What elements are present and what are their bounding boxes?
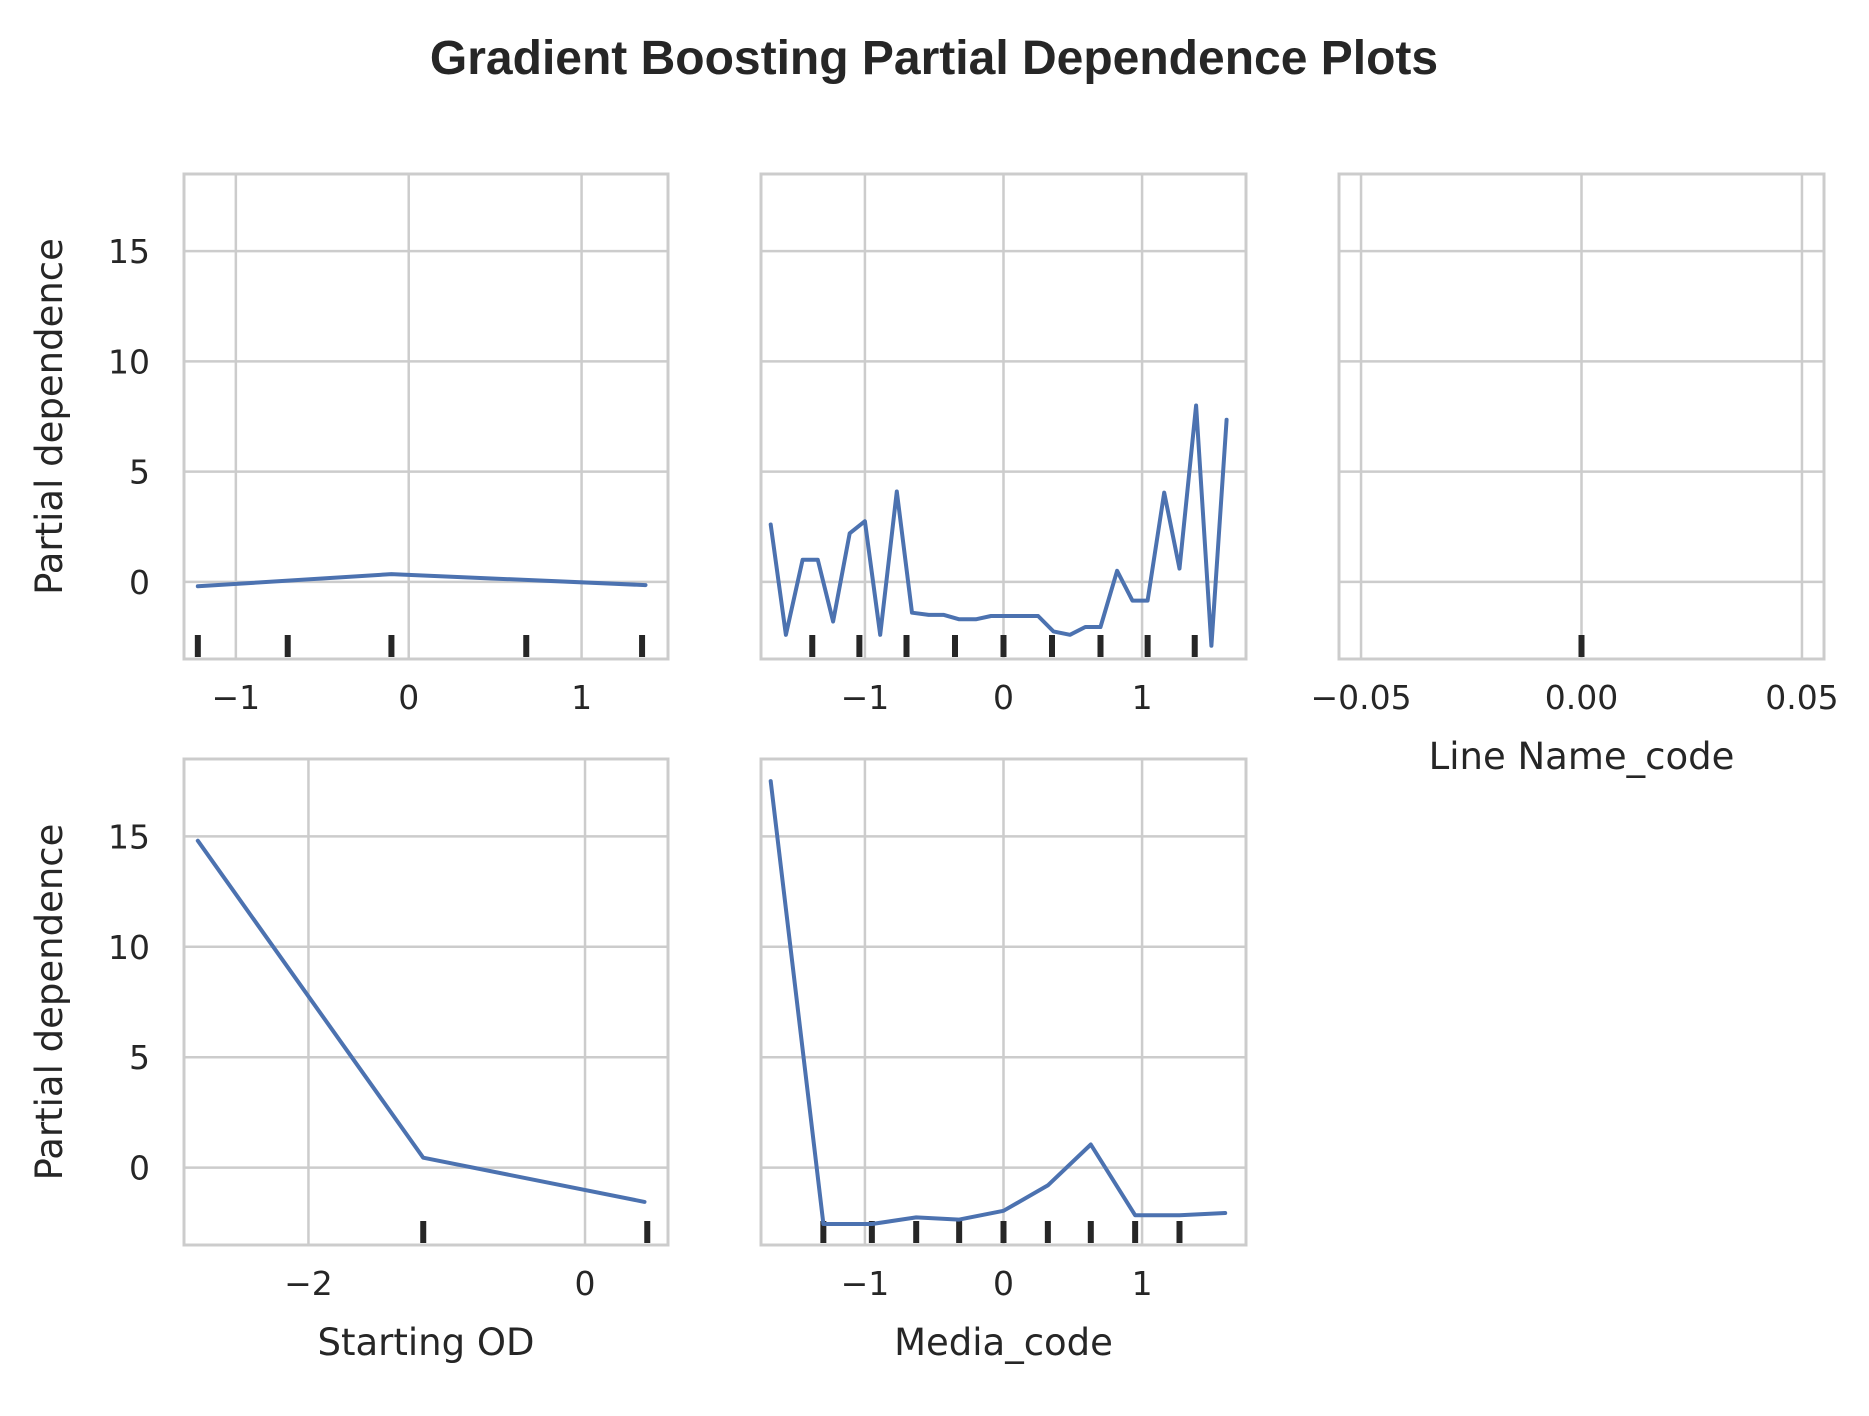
partial-dependence-line [195, 572, 648, 589]
x-tick-label: −1 [841, 678, 890, 717]
y-tick-label: 15 [108, 232, 150, 271]
axes-frame [182, 172, 670, 661]
y-tick-label: 10 [108, 928, 150, 967]
x-tick-label: 0 [993, 1264, 1014, 1303]
y-tick-label: 0 [129, 563, 150, 602]
x-tick-label: 0.00 [1545, 678, 1618, 717]
axes-frame [1337, 172, 1826, 661]
axes-frame [759, 172, 1248, 661]
x-tick-label: −2 [284, 1264, 333, 1303]
x-tick-label: −1 [841, 1264, 890, 1303]
x-tick-label: 0 [398, 678, 419, 717]
x-tick-label: 0.05 [1765, 678, 1838, 717]
partial-dependence-line [195, 838, 647, 1204]
partial-dependence-line [768, 779, 1228, 1226]
x-tick-label: 1 [1132, 678, 1153, 717]
y-tick-label: 5 [129, 1038, 150, 1077]
x-tick-label: 1 [571, 678, 592, 717]
partial-dependence-line [768, 403, 1229, 648]
y-axis-label: Partial dependence [28, 824, 71, 1181]
subplot-row1-col3: −0.05 0.00 0.05 Line Name_code [1310, 172, 1839, 778]
x-tick-label: 0 [993, 678, 1014, 717]
y-tick-label: 15 [108, 817, 150, 856]
subplot-row2-col1: −2 0 0 5 10 15 Starting OD Partial dependence [28, 757, 670, 1364]
x-tick-label: −0.05 [1310, 678, 1411, 717]
y-tick-label: 0 [129, 1149, 150, 1188]
x-tick-label: 0 [575, 1264, 596, 1303]
x-axis-label: Starting OD [318, 1321, 535, 1364]
axes-frame [759, 757, 1248, 1247]
axes-frame [182, 757, 670, 1247]
y-axis-label: Partial dependence [28, 238, 71, 595]
y-tick-label: 5 [129, 453, 150, 492]
y-tick-label: 10 [108, 342, 150, 381]
x-tick-label: −1 [212, 678, 261, 717]
x-axis-label: Media_code [894, 1321, 1113, 1364]
figure-title: Gradient Boosting Partial Dependence Plo… [430, 32, 1438, 85]
subplot-row1-col2: −1 0 1 [759, 172, 1248, 717]
x-tick-label: 1 [1132, 1264, 1153, 1303]
subplot-row2-col2: −1 0 1 Media_code [759, 757, 1248, 1364]
x-axis-label: Line Name_code [1429, 735, 1735, 778]
